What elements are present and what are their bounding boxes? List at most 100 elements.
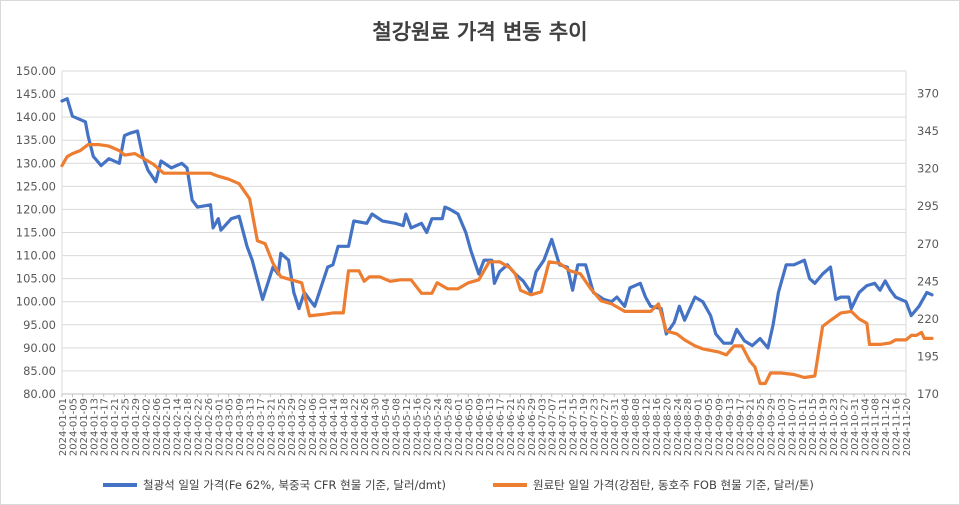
x-tick-label: 2024-09-13 [725,398,736,456]
x-tick-label: 2024-06-09 [475,398,486,456]
x-tick-label: 2024-06-05 [464,398,475,456]
x-tick-label: 2024-04-06 [308,398,319,456]
x-tick-label: 2024-08-20 [662,398,673,456]
y-right-tick-label: 220 [917,312,939,326]
x-tick-label: 2024-08-28 [683,398,694,456]
x-tick-label: 2024-05-16 [412,398,423,456]
y-left-tick-label: 90.00 [23,341,56,355]
x-tick-label: 2024-03-05 [225,398,236,456]
x-tick-label: 2024-03-25 [277,398,288,456]
y-left-tick-label: 140.00 [16,110,56,124]
y-left-tick-label: 120.00 [16,202,56,216]
x-tick-label: 2024-05-20 [423,398,434,456]
x-tick-label: 2024-01-05 [68,398,79,456]
x-tick-label: 2024-07-07 [548,398,559,456]
y-right-tick-label: 270 [917,237,939,251]
x-tick-label: 2024-02-26 [204,398,215,456]
series-line-iron-ore [60,97,934,350]
x-tick-label: 2024-10-31 [850,398,861,456]
y-left-tick-label: 145.00 [16,87,56,101]
y-right-tick-label: 320 [917,162,939,176]
y-left-tick-label: 150.00 [16,64,56,78]
x-tick-label: 2024-05-08 [391,398,402,456]
x-tick-label: 2024-03-01 [214,398,225,456]
x-tick-label: 2024-06-17 [496,398,507,456]
x-tick-label: 2024-09-17 [735,398,746,456]
x-tick-label: 2024-08-24 [673,398,684,456]
x-tick-label: 2024-03-09 [235,398,246,456]
x-tick-label: 2024-01-29 [131,398,142,456]
x-tick-label: 2024-08-04 [621,398,632,456]
x-tick-label: 2024-09-29 [767,398,778,456]
y-left-tick-label: 110.00 [16,249,56,263]
y-left-tick-label: 130.00 [16,156,56,170]
x-tick-label: 2024-11-04 [860,398,871,456]
x-tick-label: 2024-06-25 [516,398,527,456]
x-tick-label: 2024-04-10 [318,398,329,456]
y-right-tick-label: 245 [917,274,939,288]
x-tick-label: 2024-06-21 [506,398,517,456]
x-tick-label: 2024-05-28 [444,398,455,456]
x-tick-label: 2024-06-01 [454,398,465,456]
x-tick-label: 2024-07-23 [589,398,600,456]
x-tick-label: 2024-09-05 [704,398,715,456]
x-tick-label: 2024-11-12 [881,398,892,456]
x-tick-label: 2024-11-16 [892,398,903,456]
x-tick-label: 2024-10-15 [808,398,819,456]
y-right-tick-label: 295 [917,199,939,213]
x-tick-label: 2024-07-03 [537,398,548,456]
y-right-tick-label: 170 [917,387,939,401]
y-left-tick-label: 95.00 [23,318,56,332]
x-tick-label: 2024-07-31 [610,398,621,456]
x-tick-label: 2024-08-16 [652,398,663,456]
x-tick-label: 2024-05-12 [402,398,413,456]
x-tick-label: 2024-01-21 [110,398,121,456]
x-tick-label: 2024-07-15 [569,398,580,456]
x-tick-label: 2024-04-30 [371,398,382,456]
x-tick-label: 2024-03-17 [256,398,267,456]
legend-label-iron-ore: 철광석 일일 가격(Fe 62%, 북중국 CFR 현물 기준, 달러/dmt) [143,478,446,492]
x-tick-label: 2024-01-25 [121,398,132,456]
x-tick-label: 2024-08-12 [642,398,653,456]
x-tick-label: 2024-07-19 [579,398,590,456]
x-tick-label: 2024-07-11 [558,398,569,456]
y-right-tick-label: 345 [917,124,939,138]
x-tick-label: 2024-06-29 [527,398,538,456]
x-tick-label: 2024-09-21 [746,398,757,456]
x-tick-label: 2024-01-01 [58,398,69,456]
legend-swatch-coking-coal [493,483,527,487]
x-tick-label: 2024-10-11 [798,398,809,456]
chart-title: 철강원료 가격 변동 추이 [372,20,588,44]
x-tick-label: 2024-07-27 [600,398,611,456]
y-right-tick-label: 370 [917,87,939,101]
x-tick-label: 2024-01-09 [79,398,90,456]
x-tick-label: 2024-02-22 [193,398,204,456]
y-left-tick-label: 125.00 [16,179,56,193]
y-left-tick-label: 115.00 [16,226,56,240]
y-left-tick-label: 135.00 [16,133,56,147]
y-left-tick-label: 80.00 [23,387,56,401]
x-tick-label: 2024-02-10 [162,398,173,456]
x-tick-label: 2024-05-24 [433,398,444,456]
y-right-tick-label: 195 [917,349,939,363]
x-tick-label: 2024-01-17 [100,398,111,456]
x-tick-label: 2024-11-08 [871,398,882,456]
legend-item-iron-ore: 철광석 일일 가격(Fe 62%, 북중국 CFR 현물 기준, 달러/dmt) [103,477,446,493]
legend-item-coking-coal: 원료탄 일일 가격(강점탄, 동호주 FOB 현물 기준, 달러/톤) [493,477,814,493]
y-left-tick-label: 85.00 [23,364,56,378]
x-tick-label: 2024-04-14 [329,398,340,456]
x-tick-label: 2024-09-01 [694,398,705,456]
y-left-tick-label: 105.00 [16,272,56,286]
chart-legend: 철광석 일일 가격(Fe 62%, 북중국 CFR 현물 기준, 달러/dmt)… [0,477,960,497]
y-left-tick-label: 100.00 [16,295,56,309]
x-tick-label: 2024-08-08 [631,398,642,456]
x-tick-label: 2024-01-13 [89,398,100,456]
x-tick-label: 2024-09-25 [756,398,767,456]
x-tick-label: 2024-04-26 [360,398,371,456]
x-tick-label: 2024-10-03 [777,398,788,456]
x-tick-label: 2024-02-18 [183,398,194,456]
x-tick-label: 2024-10-19 [819,398,830,456]
x-tick-label: 2024-03-29 [287,398,298,456]
